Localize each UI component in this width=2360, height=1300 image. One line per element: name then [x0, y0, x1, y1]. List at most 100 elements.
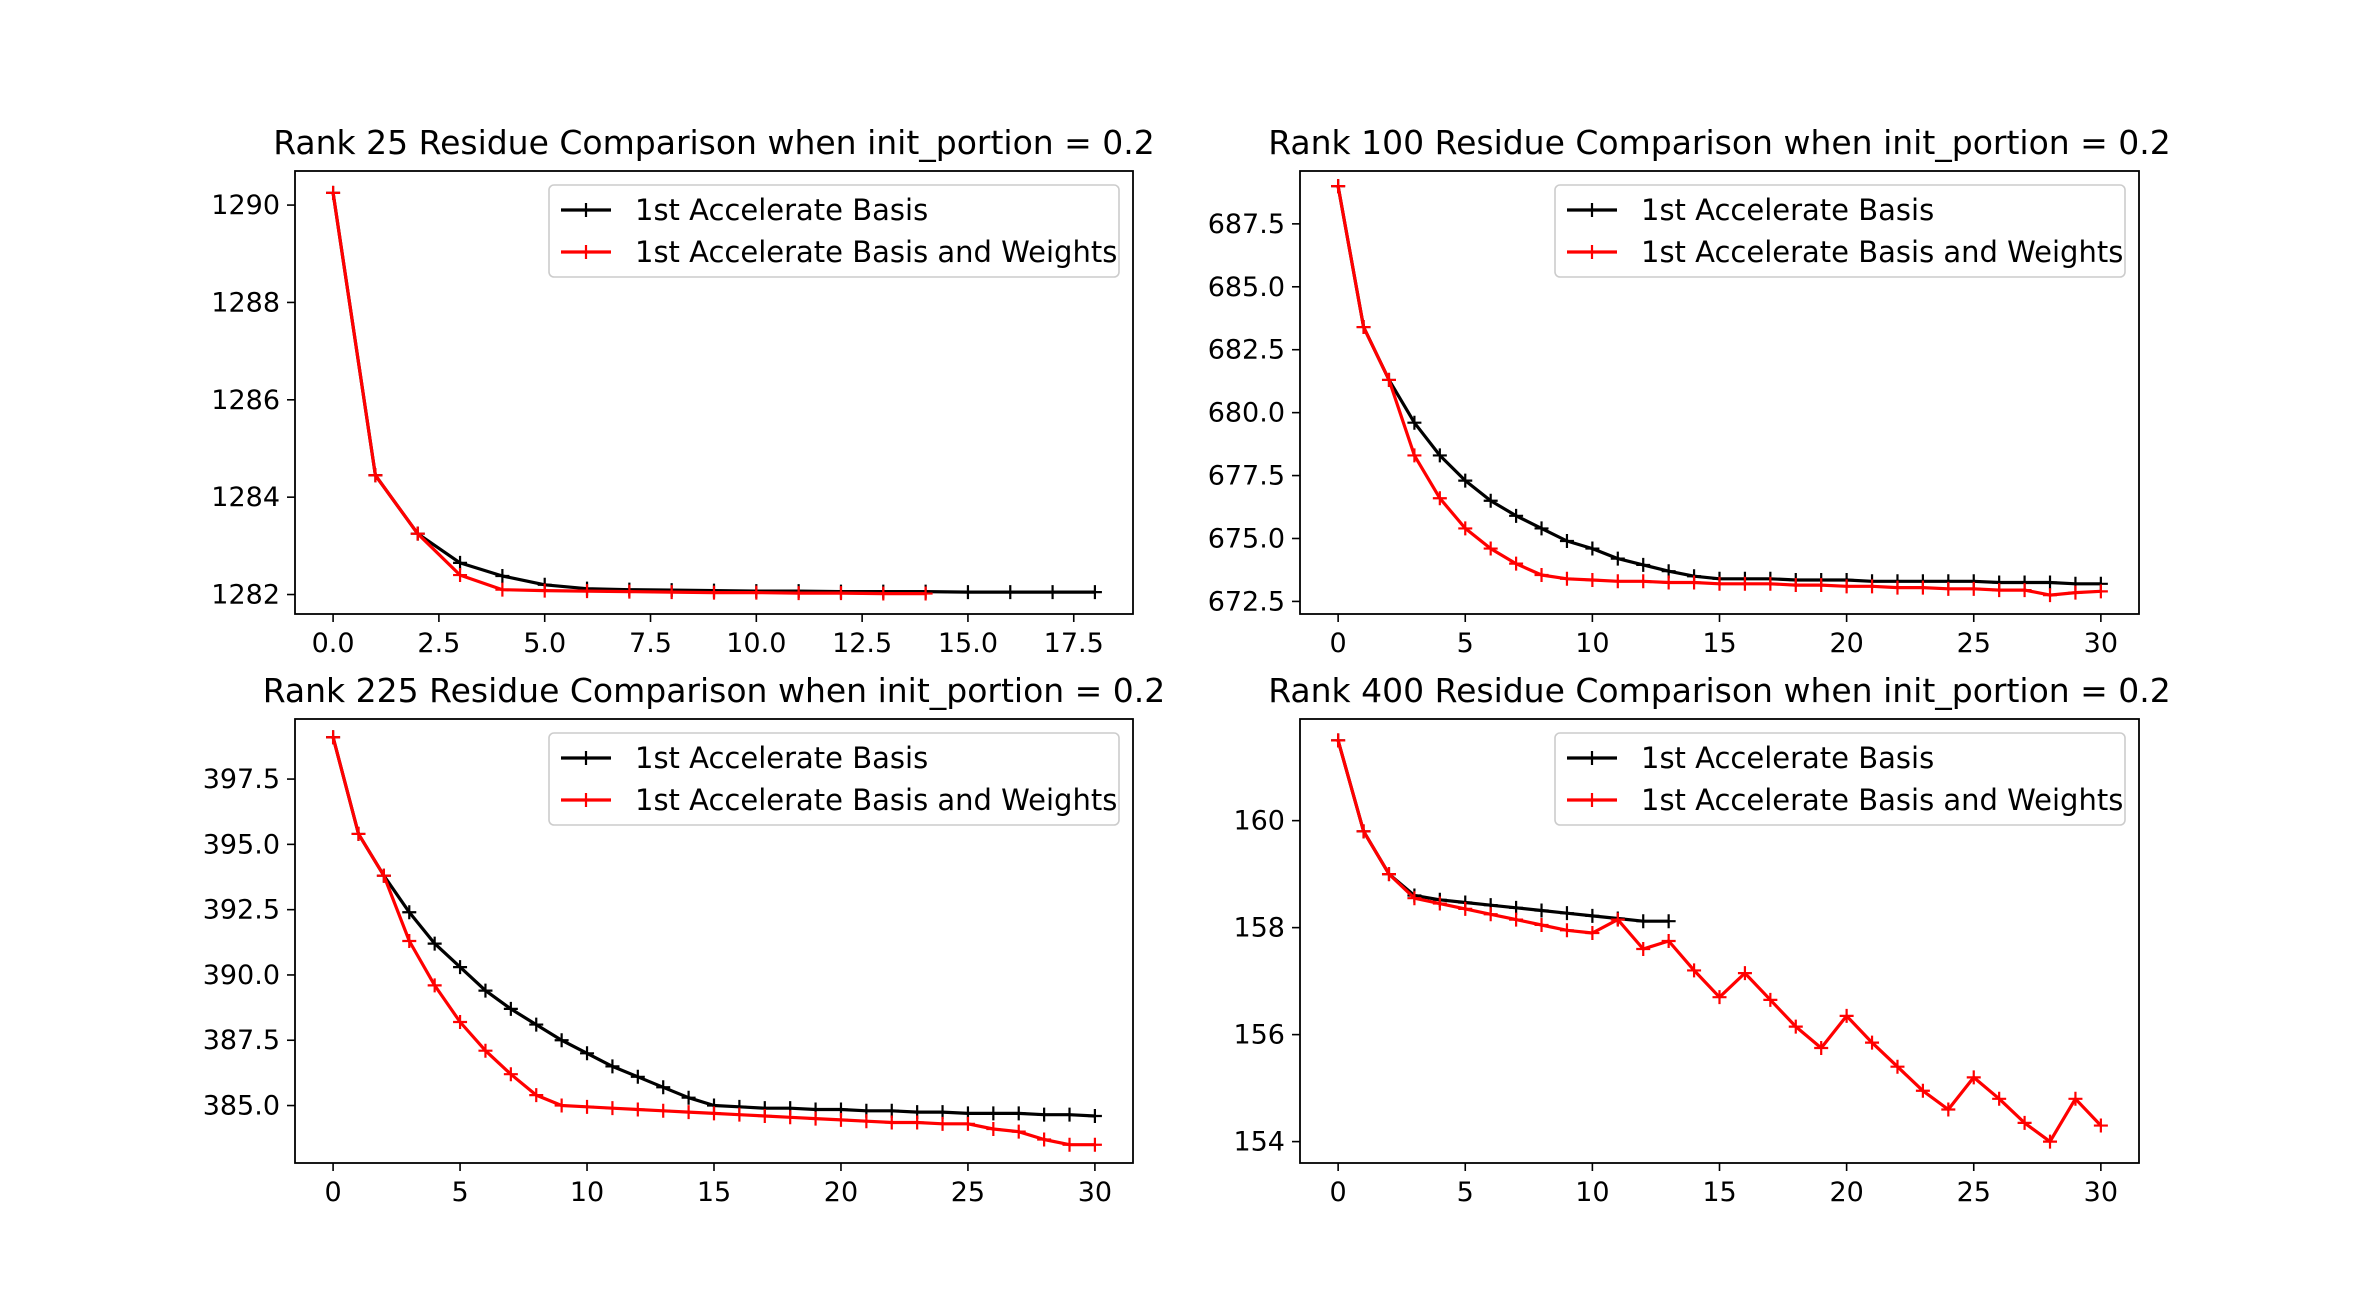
data-point	[1814, 1040, 1829, 1055]
data-point	[529, 1017, 544, 1032]
subplot-3: Rank 225 Residue Comparison when init_po…	[203, 671, 1166, 1208]
data-point	[935, 1105, 950, 1120]
legend-box	[548, 732, 1120, 826]
y-tick-label: 685.0	[1208, 272, 1285, 303]
data-point	[1011, 1124, 1026, 1139]
legend-marker	[579, 751, 593, 765]
data-point	[1763, 992, 1778, 1007]
data-point	[707, 585, 721, 600]
data-point	[1585, 925, 1600, 940]
data-point	[960, 1116, 975, 1131]
x-tick-label: 10	[1575, 628, 1609, 659]
data-point	[749, 585, 764, 600]
y-tick-label: 1282	[211, 580, 280, 611]
legend: 1st Accelerate Basis 1st Accelerate Basis…	[548, 732, 1120, 826]
data-point	[1381, 867, 1396, 882]
data-point	[1865, 579, 1880, 594]
data-point	[1814, 578, 1829, 593]
data-point	[402, 905, 417, 920]
data-point	[1331, 733, 1346, 748]
data-point	[1483, 907, 1498, 922]
data-point	[1062, 1137, 1077, 1152]
data-point	[622, 584, 637, 599]
x-tick-label: 20	[824, 1177, 858, 1208]
x-tick-label: 30	[1078, 1177, 1112, 1208]
subplot-2: Rank 100 Residue Comparison when init_po…	[1208, 123, 2171, 659]
x-tick-label: 5.0	[523, 628, 566, 659]
data-point	[664, 585, 679, 600]
data-point	[1559, 923, 1574, 938]
chart-title: Rank 100 Residue Comparison when init_po…	[1268, 123, 2171, 162]
data-point	[1534, 903, 1549, 918]
data-point	[1763, 576, 1778, 591]
data-point	[884, 1115, 899, 1130]
y-tick-label: 158	[1233, 913, 1285, 944]
data-point	[884, 1103, 899, 1118]
data-point	[1045, 585, 1060, 600]
data-point	[605, 1101, 620, 1116]
legend-box	[1554, 184, 2126, 278]
y-tick-label: 387.5	[203, 1025, 280, 1056]
data-point	[1890, 1059, 1905, 1074]
data-point	[1992, 583, 2007, 598]
data-point	[656, 1103, 671, 1118]
legend: 1st Accelerate Basis 1st Accelerate Basis…	[1554, 184, 2126, 278]
data-point	[1687, 575, 1702, 590]
data-point	[681, 1105, 696, 1120]
data-point	[1407, 415, 1422, 430]
data-point	[1737, 576, 1752, 591]
x-tick-label: 12.5	[832, 628, 892, 659]
data-point	[529, 1088, 544, 1103]
y-tick-label: 677.5	[1208, 461, 1285, 492]
data-point	[960, 585, 975, 600]
data-point	[1003, 585, 1018, 600]
data-point	[2017, 1115, 2032, 1130]
data-point	[1712, 990, 1727, 1005]
data-point	[1966, 1070, 1981, 1085]
y-tick-label: 680.0	[1208, 398, 1285, 429]
y-tick-label: 392.5	[203, 895, 280, 926]
data-point	[808, 1111, 823, 1126]
legend: 1st Accelerate Basis 1st Accelerate Basis…	[548, 184, 1120, 278]
x-tick-label: 0	[324, 1177, 341, 1208]
data-point	[1331, 179, 1346, 194]
data-point	[1661, 914, 1676, 929]
y-tick-label: 682.5	[1208, 335, 1285, 366]
data-point	[1011, 1106, 1026, 1121]
y-tick-label: 160	[1233, 806, 1285, 837]
data-point	[986, 1106, 1001, 1121]
y-tick-label: 1286	[211, 385, 280, 416]
data-point	[1432, 491, 1447, 506]
data-point	[554, 1098, 569, 1113]
data-point	[326, 185, 341, 200]
data-point	[1788, 578, 1803, 593]
y-tick-label: 154	[1233, 1127, 1285, 1158]
plot-frame	[1299, 718, 2140, 1164]
data-point	[326, 730, 341, 745]
x-tick-label: 10	[1575, 1177, 1609, 1208]
legend-label: 1st Accelerate Basis	[635, 741, 928, 775]
y-tick-label: 675.0	[1208, 523, 1285, 554]
x-tick-label: 7.5	[629, 628, 672, 659]
legend-box	[1554, 732, 2126, 826]
x-tick-label: 5	[1457, 628, 1474, 659]
x-tick-label: 20	[1829, 628, 1863, 659]
data-point	[503, 1067, 518, 1082]
data-point	[732, 1107, 747, 1122]
data-point	[1610, 912, 1625, 927]
data-point	[1585, 908, 1600, 923]
y-tick-label: 1284	[211, 482, 280, 513]
data-point	[1585, 573, 1600, 588]
data-point	[1087, 1108, 1102, 1123]
legend-label: 1st Accelerate Basis	[635, 193, 928, 227]
data-point	[910, 1115, 925, 1130]
legend-marker	[579, 203, 593, 217]
data-point	[1559, 534, 1574, 549]
data-point	[1839, 1008, 1854, 1023]
data-point	[1661, 575, 1676, 590]
data-point	[1687, 963, 1702, 978]
data-point	[537, 583, 552, 598]
data-point	[783, 1110, 798, 1125]
plot-frame	[1299, 170, 2140, 615]
